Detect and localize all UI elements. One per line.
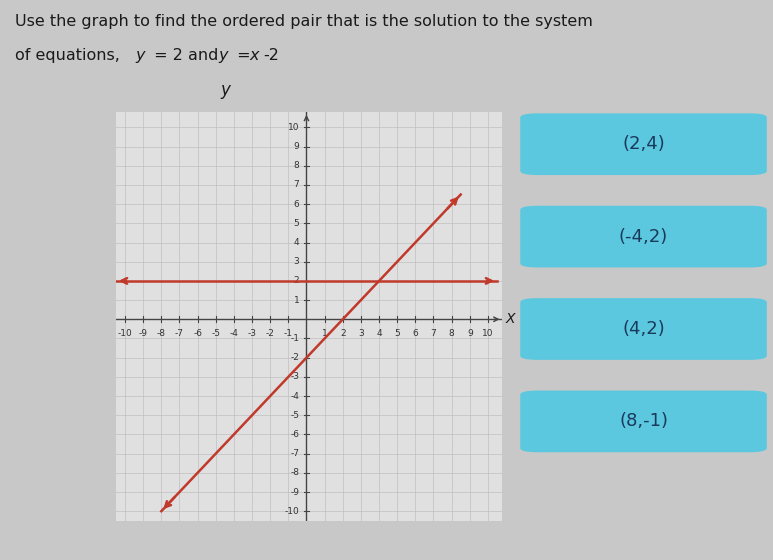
Text: (4,2): (4,2) <box>622 320 665 338</box>
Text: -8: -8 <box>157 329 166 338</box>
Text: -3: -3 <box>247 329 257 338</box>
Text: 9: 9 <box>467 329 472 338</box>
Text: -5: -5 <box>290 410 299 420</box>
Text: -3: -3 <box>290 372 299 381</box>
Text: 8: 8 <box>294 161 299 170</box>
Text: 2: 2 <box>294 277 299 286</box>
Text: = 2 and: = 2 and <box>149 48 223 63</box>
Text: 8: 8 <box>449 329 455 338</box>
Text: =: = <box>232 48 256 63</box>
Text: Use the graph to find the ordered pair that is the solution to the system: Use the graph to find the ordered pair t… <box>15 14 594 29</box>
FancyBboxPatch shape <box>520 298 767 360</box>
Text: 3: 3 <box>358 329 364 338</box>
Text: 6: 6 <box>413 329 418 338</box>
FancyBboxPatch shape <box>520 113 767 175</box>
Text: 1: 1 <box>322 329 328 338</box>
Text: 5: 5 <box>294 219 299 228</box>
Text: X: X <box>506 312 516 326</box>
Text: -10: -10 <box>117 329 132 338</box>
Text: 10: 10 <box>288 123 299 132</box>
Text: 2: 2 <box>340 329 346 338</box>
Text: -8: -8 <box>290 468 299 477</box>
FancyBboxPatch shape <box>520 206 767 268</box>
Text: 1: 1 <box>294 296 299 305</box>
Text: y: y <box>220 81 230 99</box>
Text: (8,-1): (8,-1) <box>619 412 668 431</box>
Text: -1: -1 <box>290 334 299 343</box>
Text: 5: 5 <box>394 329 400 338</box>
Text: -2: -2 <box>263 48 279 63</box>
Text: -7: -7 <box>175 329 184 338</box>
Text: -9: -9 <box>290 488 299 497</box>
Text: -10: -10 <box>284 507 299 516</box>
Text: -1: -1 <box>284 329 293 338</box>
Text: -7: -7 <box>290 449 299 458</box>
Text: -2: -2 <box>291 353 299 362</box>
Text: -2: -2 <box>266 329 274 338</box>
Text: 10: 10 <box>482 329 494 338</box>
Text: -5: -5 <box>211 329 220 338</box>
Text: x: x <box>250 48 259 63</box>
Text: -6: -6 <box>193 329 202 338</box>
Text: (-4,2): (-4,2) <box>619 227 668 246</box>
Text: -4: -4 <box>291 391 299 400</box>
Text: 3: 3 <box>294 257 299 266</box>
Text: 4: 4 <box>376 329 382 338</box>
Text: -4: -4 <box>230 329 238 338</box>
Text: 4: 4 <box>294 238 299 247</box>
FancyBboxPatch shape <box>520 390 767 452</box>
Text: of equations,: of equations, <box>15 48 125 63</box>
Text: 9: 9 <box>294 142 299 151</box>
Text: 7: 7 <box>294 180 299 189</box>
Text: 7: 7 <box>431 329 437 338</box>
Text: -6: -6 <box>290 430 299 439</box>
Text: (2,4): (2,4) <box>622 135 665 153</box>
Text: y: y <box>135 48 145 63</box>
Text: -9: -9 <box>138 329 148 338</box>
Text: 6: 6 <box>294 199 299 209</box>
Text: y: y <box>219 48 228 63</box>
